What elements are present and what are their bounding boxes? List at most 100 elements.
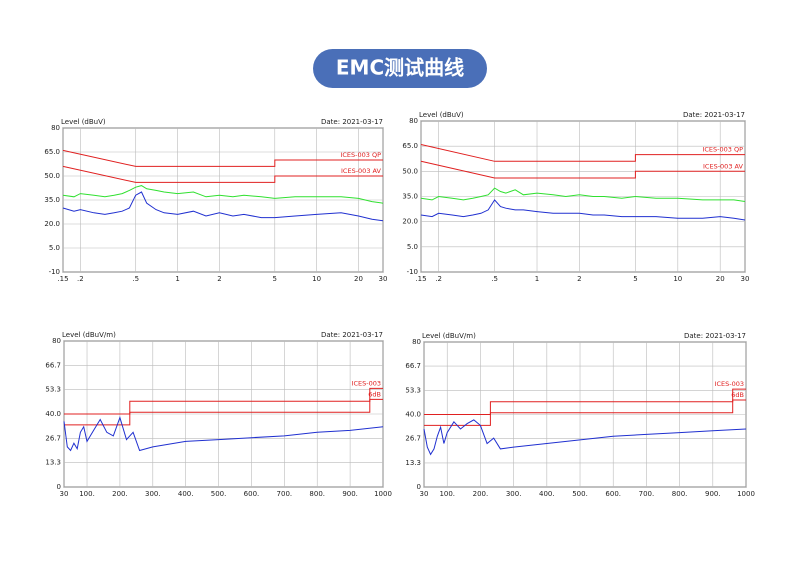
y-tick-label: 13.3 (45, 459, 61, 467)
x-tick-label: 1 (175, 275, 179, 283)
x-tick-label: 1000 (737, 490, 755, 498)
page-title: EMC测试曲线 (336, 56, 464, 80)
x-tick-label: 2 (577, 275, 581, 283)
axis-title: Level (dBuV) (419, 111, 464, 119)
y-tick-label: 65.0 (44, 148, 60, 156)
limit-label: ICES-003 (715, 380, 744, 388)
y-tick-label: 50.0 (402, 167, 418, 175)
x-tick-label: 600. (605, 490, 621, 498)
series-line (420, 144, 745, 162)
x-tick-label: 100. (79, 490, 95, 498)
y-tick-label: 13.3 (405, 459, 421, 467)
y-tick-label: 66.7 (45, 361, 61, 369)
y-tick-label: 20.0 (44, 220, 60, 228)
date-label: Date: 2021-03-17 (684, 332, 746, 340)
x-tick-label: 900. (342, 490, 358, 498)
y-tick-label: 80 (51, 124, 60, 132)
x-tick-label: .15 (415, 275, 426, 283)
y-tick-label: 40.0 (405, 411, 421, 419)
x-tick-label: .5 (491, 275, 498, 283)
x-tick-label: 500. (211, 490, 227, 498)
title-pill (313, 49, 487, 88)
y-tick-label: 26.7 (405, 435, 421, 443)
axis-title: Level (dBuV/m) (62, 331, 116, 339)
y-tick-label: 35.0 (402, 193, 418, 201)
x-tick-label: 10 (312, 275, 321, 283)
y-tick-label: 26.7 (45, 434, 61, 442)
x-tick-label: 600. (244, 490, 260, 498)
x-tick-label: .2 (435, 275, 442, 283)
y-tick-label: 80 (52, 337, 61, 345)
x-tick-label: 5 (633, 275, 637, 283)
axis-title: Level (dBuV/m) (422, 332, 476, 340)
y-tick-label: 40.0 (45, 410, 61, 418)
x-tick-label: 30 (741, 275, 750, 283)
x-tick-label: 300. (506, 490, 522, 498)
y-tick-label: 5.0 (49, 244, 60, 252)
y-tick-label: 65.0 (402, 142, 418, 150)
series-line (62, 165, 383, 183)
date-label: Date: 2021-03-17 (321, 118, 383, 126)
y-tick-label: 5.0 (407, 243, 418, 251)
series-line (62, 149, 383, 167)
limit-label: ICES-003 AV (703, 162, 744, 170)
x-tick-label: 200. (473, 490, 489, 498)
axis-title: Level (dBuV) (61, 118, 106, 126)
y-tick-label: 80 (409, 117, 418, 125)
x-tick-label: 30 (420, 490, 429, 498)
series-line (423, 419, 747, 456)
series-line (62, 185, 384, 204)
limit-label: ICES-003 QP (702, 146, 743, 154)
x-tick-label: 400. (539, 490, 555, 498)
x-tick-label: .2 (77, 275, 84, 283)
x-tick-label: 1 (535, 275, 539, 283)
x-tick-label: 700. (277, 490, 293, 498)
x-tick-label: 800. (672, 490, 688, 498)
x-tick-label: 30 (60, 490, 69, 498)
x-tick-label: 30 (379, 275, 388, 283)
x-tick-label: 400. (178, 490, 194, 498)
x-tick-label: 900. (705, 490, 721, 498)
x-tick-label: 800. (309, 490, 325, 498)
x-tick-label: 20 (354, 275, 363, 283)
x-tick-label: 1000 (374, 490, 392, 498)
x-tick-label: 100. (439, 490, 455, 498)
series-line (64, 387, 383, 415)
y-tick-label: 0 (417, 483, 421, 491)
limit-label: ICES-003 QP (340, 151, 381, 159)
x-tick-label: .15 (57, 275, 68, 283)
x-tick-label: .5 (132, 275, 139, 283)
y-tick-label: -10 (407, 268, 418, 276)
x-tick-label: 700. (639, 490, 655, 498)
series-line (420, 187, 746, 202)
date-label: Date: 2021-03-17 (683, 111, 745, 119)
series-line (63, 416, 384, 452)
x-tick-label: 10 (673, 275, 682, 283)
y-tick-label: 53.3 (45, 386, 61, 394)
x-tick-label: 200. (112, 490, 128, 498)
y-tick-label: 66.7 (405, 362, 421, 370)
x-tick-label: 300. (145, 490, 161, 498)
x-tick-label: 20 (716, 275, 725, 283)
series-line (420, 160, 745, 179)
series-line (420, 199, 746, 221)
limit-label: 6dB (368, 390, 381, 398)
limit-label: 6dB (731, 391, 744, 399)
x-tick-label: 500. (572, 490, 588, 498)
y-tick-label: 0 (57, 483, 61, 491)
y-tick-label: -10 (49, 268, 60, 276)
x-tick-label: 2 (217, 275, 221, 283)
series-line (64, 398, 383, 426)
y-tick-label: 35.0 (44, 196, 60, 204)
limit-label: ICES-003 AV (341, 167, 382, 175)
y-tick-label: 20.0 (402, 218, 418, 226)
series-line (424, 399, 746, 426)
y-tick-label: 80 (412, 338, 421, 346)
limit-label: ICES-003 (352, 379, 381, 387)
y-tick-label: 50.0 (44, 172, 60, 180)
series-line (424, 388, 746, 415)
series-line (62, 191, 384, 222)
y-tick-label: 53.3 (405, 386, 421, 394)
date-label: Date: 2021-03-17 (321, 331, 383, 339)
